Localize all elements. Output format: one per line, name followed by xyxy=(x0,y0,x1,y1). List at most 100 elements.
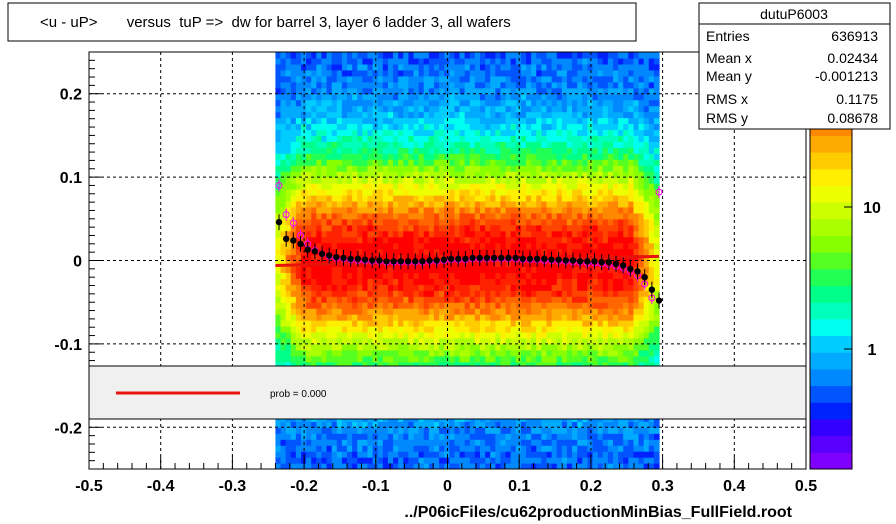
heatmap-cell xyxy=(459,117,466,125)
heatmap-cell xyxy=(628,123,635,131)
heatmap-cell xyxy=(464,326,471,333)
heatmap-cell xyxy=(515,63,522,71)
heatmap-cell xyxy=(398,230,404,238)
heatmap-cell xyxy=(526,135,532,142)
heatmap-cell xyxy=(607,129,614,136)
heatmap-cell xyxy=(280,57,287,65)
heatmap-cell xyxy=(474,278,481,285)
heatmap-cell xyxy=(387,135,394,142)
heatmap-cell xyxy=(607,421,614,428)
heatmap-cell xyxy=(577,439,583,446)
heatmap-cell xyxy=(469,153,476,160)
heatmap-cell xyxy=(352,177,358,184)
heatmap-cell xyxy=(485,260,491,268)
heatmap-cell xyxy=(347,361,353,369)
heatmap-cell xyxy=(341,355,348,363)
heatmap-cell xyxy=(618,331,624,339)
heatmap-cell xyxy=(607,284,614,291)
heatmap-cell xyxy=(510,141,517,148)
heatmap-cell xyxy=(505,105,512,113)
heatmap-cell xyxy=(623,242,629,250)
heatmap-cell xyxy=(413,349,420,357)
heatmap-cell xyxy=(526,63,532,71)
heatmap-cell xyxy=(597,242,604,250)
heatmap-cell xyxy=(331,206,338,214)
heatmap-cell xyxy=(433,105,440,113)
heatmap-cell xyxy=(469,439,476,446)
heatmap-cell xyxy=(510,331,517,339)
heatmap-cell xyxy=(546,290,553,297)
heatmap-cell xyxy=(290,331,297,339)
heatmap-cell xyxy=(275,189,282,196)
heatmap-cell xyxy=(439,320,445,327)
heatmap-cell xyxy=(480,290,486,297)
heatmap-cell xyxy=(387,171,394,178)
heatmap-cell xyxy=(597,326,604,333)
heatmap-cell xyxy=(295,141,302,148)
heatmap-cell xyxy=(285,355,292,363)
heatmap-cell xyxy=(357,314,363,321)
heatmap-cell xyxy=(556,326,563,333)
heatmap-cell xyxy=(551,278,558,285)
heatmap-cell xyxy=(321,331,328,339)
heatmap-cell xyxy=(341,349,348,357)
heatmap-cell xyxy=(275,165,282,172)
heatmap-cell xyxy=(367,290,374,297)
heatmap-cell xyxy=(546,230,553,238)
heatmap-cell xyxy=(357,266,363,274)
heatmap-cell xyxy=(623,308,629,315)
heatmap-cell xyxy=(331,236,338,244)
heatmap-cell xyxy=(480,87,486,95)
heatmap-cell xyxy=(551,343,558,351)
heatmap-cell xyxy=(398,349,404,357)
heatmap-cell xyxy=(326,314,333,321)
heatmap-cell xyxy=(520,189,527,196)
heatmap-cell xyxy=(515,93,522,101)
heatmap-cell xyxy=(454,296,461,303)
heatmap-cell xyxy=(623,230,629,238)
heatmap-cell xyxy=(536,272,542,279)
heatmap-cell xyxy=(403,218,409,226)
heatmap-cell xyxy=(510,129,517,136)
heatmap-cell xyxy=(295,57,302,65)
heatmap-cell xyxy=(398,105,404,113)
heatmap-cell xyxy=(541,99,548,107)
heatmap-cell xyxy=(352,93,358,101)
heatmap-cell xyxy=(633,320,640,327)
heatmap-cell xyxy=(377,290,384,297)
heatmap-cell xyxy=(459,266,466,274)
heatmap-cell xyxy=(480,326,486,333)
heatmap-cell xyxy=(490,445,496,452)
heatmap-cell xyxy=(367,212,374,220)
heatmap-cell xyxy=(546,463,553,469)
heatmap-cell xyxy=(393,57,399,65)
heatmap-cell xyxy=(352,421,358,428)
heatmap-cell xyxy=(341,99,348,107)
heatmap-cell xyxy=(316,451,323,458)
heatmap-cell xyxy=(393,105,399,113)
heatmap-cell xyxy=(592,129,599,136)
heatmap-cell xyxy=(628,93,635,101)
heatmap-cell xyxy=(398,457,404,464)
heatmap-cell xyxy=(490,129,496,136)
heatmap-cell xyxy=(403,99,409,107)
heatmap-cell xyxy=(362,320,369,327)
heatmap-cell xyxy=(592,463,599,469)
heatmap-cell xyxy=(311,87,317,95)
heatmap-cell xyxy=(367,159,374,166)
heatmap-cell xyxy=(541,129,548,136)
heatmap-cell xyxy=(382,81,389,89)
heatmap-cell xyxy=(505,99,512,107)
heatmap-cell xyxy=(377,272,384,279)
heatmap-cell xyxy=(592,272,599,279)
heatmap-cell xyxy=(577,314,583,321)
heatmap-cell xyxy=(449,123,456,131)
heatmap-cell xyxy=(582,52,589,59)
heatmap-cell xyxy=(561,52,568,59)
heatmap-cell xyxy=(321,206,328,214)
heatmap-cell xyxy=(454,457,461,464)
heatmap-cell xyxy=(469,463,476,469)
heatmap-cell xyxy=(413,224,420,232)
heatmap-cell xyxy=(582,260,589,268)
